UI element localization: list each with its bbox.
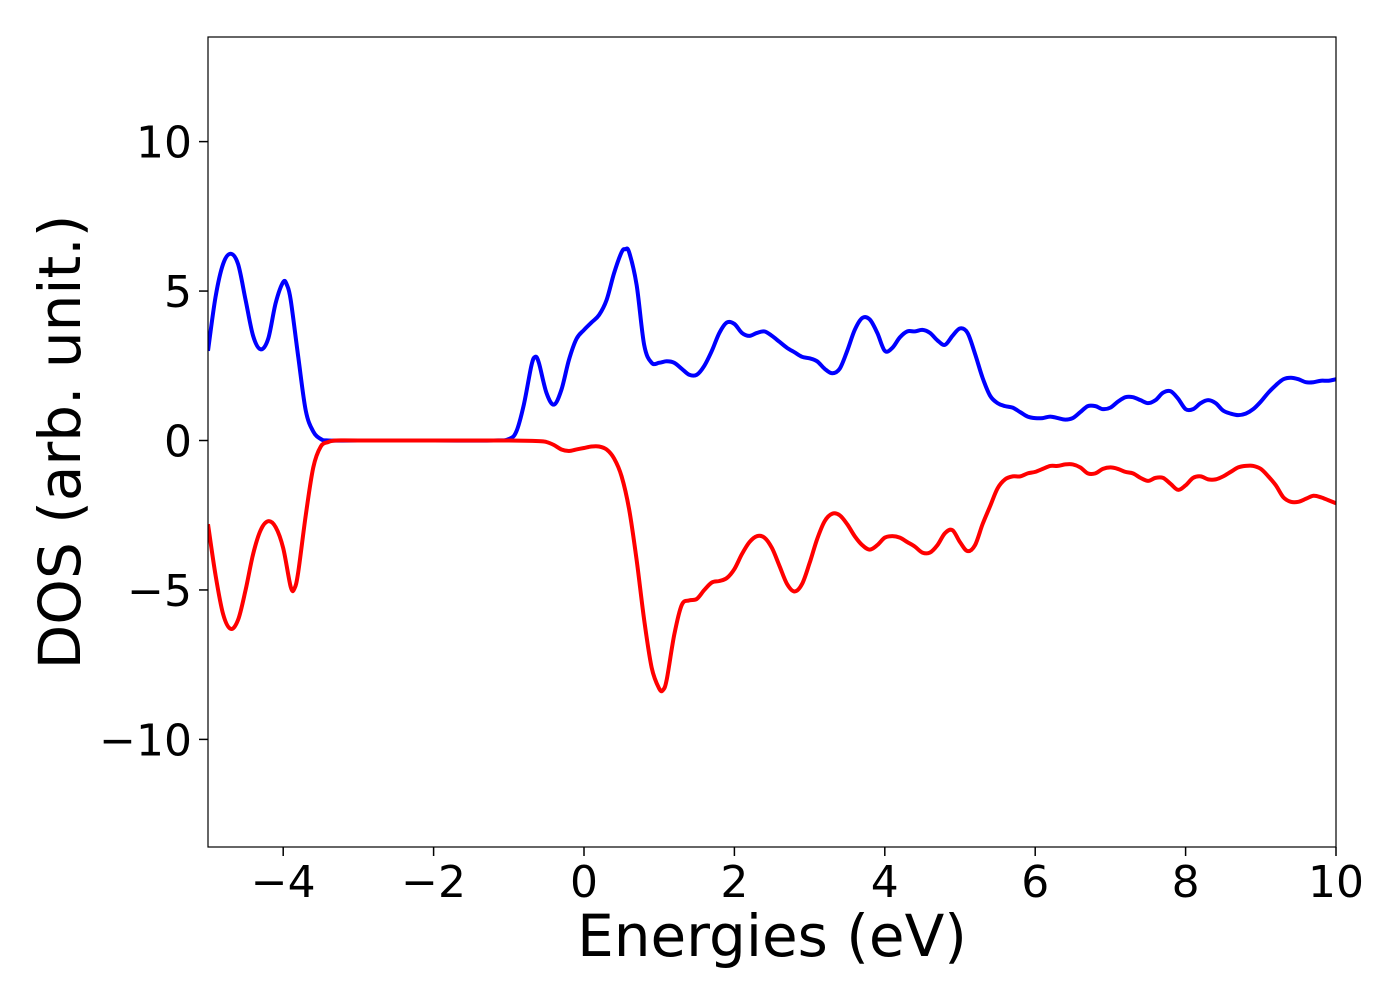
- y-tick-label: 5: [164, 267, 192, 318]
- y-tick-label: −10: [99, 715, 192, 766]
- x-tick-label: 8: [1172, 857, 1200, 908]
- x-tick-label: 10: [1308, 857, 1364, 908]
- y-tick-label: 10: [136, 118, 192, 169]
- y-axis-title: DOS (arb. unit.): [26, 215, 94, 670]
- ticks: −4 −2 0 2 4 6 8 10 10 5 0 −5 −10: [99, 118, 1364, 908]
- x-tick-label: 6: [1021, 857, 1049, 908]
- x-tick-label: −2: [401, 857, 466, 908]
- x-tick-label: 4: [871, 857, 899, 908]
- series-line-blue: [208, 246, 1336, 443]
- x-tick-label: −4: [251, 857, 316, 908]
- series-line-red: [208, 438, 1336, 694]
- y-tick-label: −5: [127, 566, 192, 617]
- y-tick-label: 0: [164, 417, 192, 468]
- x-tick-label: 2: [720, 857, 748, 908]
- plot-area: [208, 246, 1336, 694]
- plot-frame: [207, 36, 1337, 848]
- x-axis-title: Energies (eV): [577, 902, 967, 970]
- x-tick-label: 0: [570, 857, 598, 908]
